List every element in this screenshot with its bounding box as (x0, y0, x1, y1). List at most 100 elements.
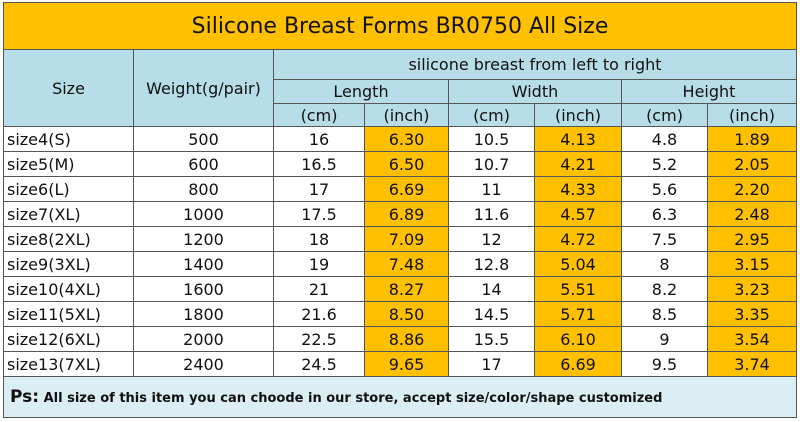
value-cell: 8.86 (364, 326, 449, 352)
value-cell: 600 (133, 151, 274, 177)
value-cell: 3.54 (707, 326, 797, 352)
value-cell: 3.35 (707, 301, 797, 327)
header-group: silicone breast from left to right (273, 49, 797, 80)
value-cell: 7.09 (364, 226, 449, 252)
value-cell: 5.51 (534, 276, 622, 302)
value-cell: 7.5 (621, 226, 708, 252)
value-cell: 8.5 (621, 301, 708, 327)
value-cell: 7.48 (364, 251, 449, 277)
value-cell: 6.10 (534, 326, 622, 352)
value-cell: 1200 (133, 226, 274, 252)
value-cell: 15.5 (448, 326, 535, 352)
value-cell: 2.48 (707, 201, 797, 227)
value-cell: 11 (448, 176, 535, 202)
table-row: size13(7XL) 2400 24.5 9.65 17 6.69 9.5 3.74 (3, 351, 797, 377)
header-height: Height (621, 79, 797, 104)
value-cell: 9 (621, 326, 708, 352)
value-cell: 14.5 (448, 301, 535, 327)
value-cell: 500 (133, 126, 274, 152)
value-cell: 6.3 (621, 201, 708, 227)
size-cell: size6(L) (3, 176, 134, 202)
value-cell: 6.89 (364, 201, 449, 227)
table-row: size8(2XL) 1200 18 7.09 12 4.72 7.5 2.95 (3, 226, 797, 252)
header-width: Width (448, 79, 622, 104)
value-cell: 21 (273, 276, 365, 302)
title: Silicone Breast Forms BR0750 All Size (3, 2, 797, 50)
value-cell: 4.72 (534, 226, 622, 252)
value-cell: 800 (133, 176, 274, 202)
value-cell: 5.2 (621, 151, 708, 177)
value-cell: 21.6 (273, 301, 365, 327)
value-cell: 24.5 (273, 351, 365, 377)
unit-header: (cm) (621, 103, 708, 127)
value-cell: 4.13 (534, 126, 622, 152)
header-weight: Weight(g/pair) (133, 49, 274, 127)
value-cell: 12 (448, 226, 535, 252)
size-cell: size11(5XL) (3, 301, 134, 327)
value-cell: 8 (621, 251, 708, 277)
value-cell: 5.71 (534, 301, 622, 327)
size-cell: size7(XL) (3, 201, 134, 227)
value-cell: 2.20 (707, 176, 797, 202)
header-size: Size (3, 49, 134, 127)
value-cell: 9.5 (621, 351, 708, 377)
size-cell: size8(2XL) (3, 226, 134, 252)
value-cell: 14 (448, 276, 535, 302)
header-length: Length (273, 79, 449, 104)
value-cell: 19 (273, 251, 365, 277)
value-cell: 1400 (133, 251, 274, 277)
unit-header: (cm) (448, 103, 535, 127)
table-row: size5(M) 600 16.5 6.50 10.7 4.21 5.2 2.05 (3, 151, 797, 177)
value-cell: 17 (448, 351, 535, 377)
value-cell: 6.69 (364, 176, 449, 202)
value-cell: 8.2 (621, 276, 708, 302)
value-cell: 8.27 (364, 276, 449, 302)
value-cell: 10.5 (448, 126, 535, 152)
footer-row: Ps: All size of this item you can choode… (3, 376, 797, 418)
size-cell: size5(M) (3, 151, 134, 177)
table-row: size11(5XL) 1800 21.6 8.50 14.5 5.71 8.5 3.35 (3, 301, 797, 327)
size-cell: size13(7XL) (3, 351, 134, 377)
unit-header: (inch) (707, 103, 797, 127)
table-row: size6(L) 800 17 6.69 11 4.33 5.6 2.20 (3, 176, 797, 202)
value-cell: 9.65 (364, 351, 449, 377)
value-cell: 18 (273, 226, 365, 252)
value-cell: 4.33 (534, 176, 622, 202)
table-row: size12(6XL) 2000 22.5 8.86 15.5 6.10 9 3.54 (3, 326, 797, 352)
value-cell: 3.23 (707, 276, 797, 302)
size-cell: size4(S) (3, 126, 134, 152)
value-cell: 6.69 (534, 351, 622, 377)
unit-header: (inch) (534, 103, 622, 127)
value-cell: 17.5 (273, 201, 365, 227)
value-cell: 2000 (133, 326, 274, 352)
size-cell: size12(6XL) (3, 326, 134, 352)
value-cell: 3.15 (707, 251, 797, 277)
footer-text: All size of this item you can choode in … (43, 391, 663, 406)
value-cell: 16 (273, 126, 365, 152)
table-row: size9(3XL) 1400 19 7.48 12.8 5.04 8 3.15 (3, 251, 797, 277)
value-cell: 4.21 (534, 151, 622, 177)
value-cell: 17 (273, 176, 365, 202)
value-cell: 2400 (133, 351, 274, 377)
value-cell: 2.95 (707, 226, 797, 252)
value-cell: 6.50 (364, 151, 449, 177)
value-cell: 8.50 (364, 301, 449, 327)
value-cell: 5.04 (534, 251, 622, 277)
size-table: Silicone Breast Forms BR0750 All Size Si… (3, 2, 797, 418)
value-cell: 22.5 (273, 326, 365, 352)
value-cell: 4.57 (534, 201, 622, 227)
table-row: size7(XL) 1000 17.5 6.89 11.6 4.57 6.3 2.48 (3, 201, 797, 227)
value-cell: 1800 (133, 301, 274, 327)
value-cell: 2.05 (707, 151, 797, 177)
value-cell: 1.89 (707, 126, 797, 152)
footer-prefix: Ps: (10, 387, 40, 407)
size-cell: size10(4XL) (3, 276, 134, 302)
value-cell: 4.8 (621, 126, 708, 152)
value-cell: 1000 (133, 201, 274, 227)
unit-header: (cm) (273, 103, 365, 127)
value-cell: 10.7 (448, 151, 535, 177)
value-cell: 5.6 (621, 176, 708, 202)
table-row: size4(S) 500 16 6.30 10.5 4.13 4.8 1.89 (3, 126, 797, 152)
value-cell: 11.6 (448, 201, 535, 227)
